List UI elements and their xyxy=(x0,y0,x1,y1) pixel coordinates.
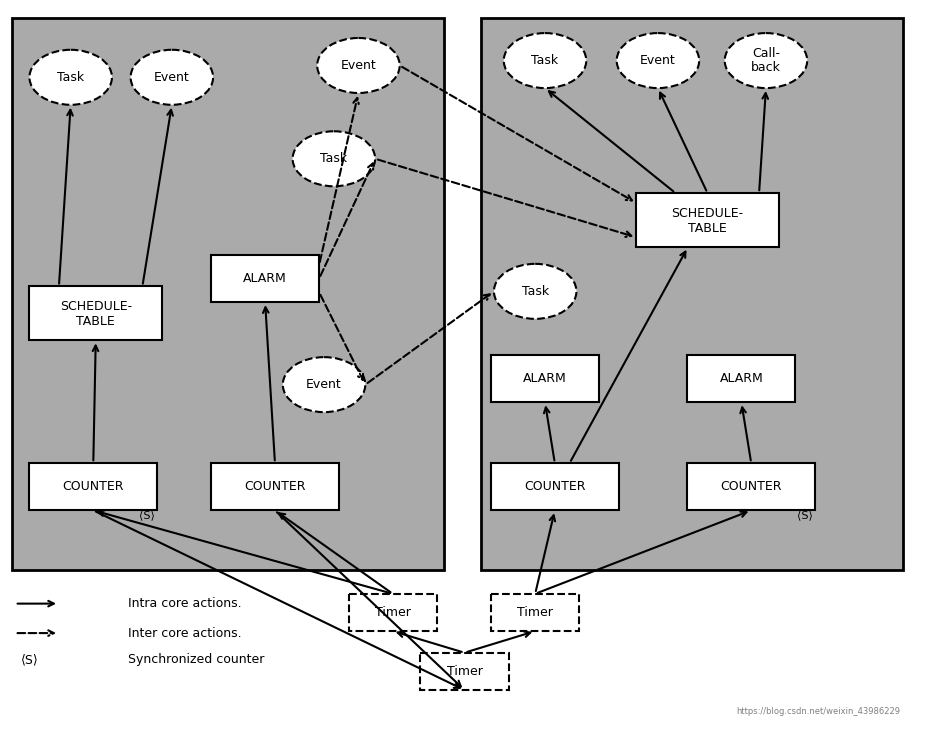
Text: Event: Event xyxy=(154,71,189,84)
Ellipse shape xyxy=(504,33,586,88)
Ellipse shape xyxy=(293,131,375,186)
Text: COUNTER: COUNTER xyxy=(524,480,585,493)
Text: Event: Event xyxy=(340,59,376,72)
Text: ALARM: ALARM xyxy=(243,272,287,285)
Text: Call-: Call- xyxy=(752,47,780,60)
Text: COUNTER: COUNTER xyxy=(63,480,124,493)
Bar xyxy=(29,286,162,340)
Ellipse shape xyxy=(494,264,577,319)
Bar xyxy=(491,593,580,631)
Text: ALARM: ALARM xyxy=(523,372,567,385)
Text: ALARM: ALARM xyxy=(719,372,764,385)
Bar xyxy=(491,356,599,402)
Text: Timer: Timer xyxy=(517,606,553,619)
Bar xyxy=(688,464,815,510)
Text: COUNTER: COUNTER xyxy=(244,480,306,493)
Ellipse shape xyxy=(616,33,699,88)
Text: Timer: Timer xyxy=(446,665,482,678)
Bar xyxy=(688,356,795,402)
Text: Task: Task xyxy=(532,54,558,67)
Ellipse shape xyxy=(317,38,400,93)
Ellipse shape xyxy=(29,50,112,105)
Text: Task: Task xyxy=(522,285,549,298)
Text: ⟨S⟩: ⟨S⟩ xyxy=(21,653,38,666)
Ellipse shape xyxy=(130,50,213,105)
Text: Inter core actions.: Inter core actions. xyxy=(128,626,241,639)
Bar xyxy=(420,653,508,690)
Text: ⟨S⟩: ⟨S⟩ xyxy=(797,510,813,520)
Bar xyxy=(349,593,437,631)
Bar xyxy=(636,193,779,247)
Bar xyxy=(491,464,619,510)
Text: Intra core actions.: Intra core actions. xyxy=(128,597,241,610)
Text: https://blog.csdn.net/weixin_43986229: https://blog.csdn.net/weixin_43986229 xyxy=(736,707,900,716)
Text: SCHEDULE-: SCHEDULE- xyxy=(60,300,132,313)
Text: Task: Task xyxy=(57,71,84,84)
Text: TABLE: TABLE xyxy=(76,315,115,328)
Text: Timer: Timer xyxy=(375,606,411,619)
Bar xyxy=(12,18,444,570)
Bar xyxy=(29,464,158,510)
Text: Synchronized counter: Synchronized counter xyxy=(128,653,264,666)
Bar xyxy=(481,18,903,570)
Text: Event: Event xyxy=(306,378,342,391)
Text: back: back xyxy=(751,61,781,74)
Text: Task: Task xyxy=(320,153,347,165)
Text: SCHEDULE-: SCHEDULE- xyxy=(672,207,744,220)
Text: ⟨S⟩: ⟨S⟩ xyxy=(140,510,155,520)
Text: TABLE: TABLE xyxy=(688,221,727,234)
Ellipse shape xyxy=(283,357,365,412)
Text: COUNTER: COUNTER xyxy=(720,480,782,493)
Bar xyxy=(211,464,339,510)
Ellipse shape xyxy=(725,33,808,88)
Text: Event: Event xyxy=(640,54,675,67)
Bar xyxy=(211,255,319,302)
